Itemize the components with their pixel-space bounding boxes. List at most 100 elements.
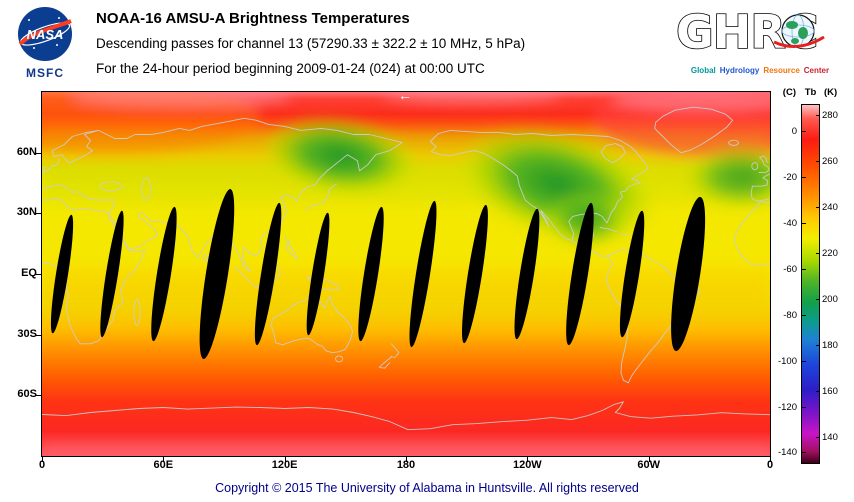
ghrc-logo: GHRC Global Hydrology Resource Center [674, 4, 846, 75]
nasa-swoosh [18, 19, 72, 46]
y-axis-tick [36, 334, 42, 336]
ghrc-red-swoosh [773, 35, 825, 48]
coastline-segment [51, 129, 100, 164]
x-axis-label: 180 [396, 459, 416, 471]
x-axis-tick [527, 457, 529, 462]
ghrc-caption-word: Hydrology [719, 66, 760, 75]
y-axis-tick [36, 152, 42, 154]
coastline-segment [41, 401, 771, 431]
y-axis-label: 30S [17, 327, 37, 340]
coastline-segment [305, 183, 337, 212]
coastline-segment [750, 185, 771, 202]
coastline-segment [429, 129, 637, 154]
colorbar-celsius-label: -80 [783, 309, 797, 321]
colorbar [801, 104, 820, 464]
x-axis-tick [406, 457, 407, 462]
y-axis-tick [36, 213, 42, 215]
colorbar-kelvin-tick [816, 299, 820, 301]
coastline-segment [751, 173, 771, 187]
colorbar-celsius-label: -140 [777, 447, 797, 459]
island-outline [133, 298, 141, 326]
ghrc-wordmark-graphic: GHRC [675, 4, 825, 60]
colorbar-kelvin-tick [816, 115, 820, 117]
colorbar-kelvin-tick [816, 344, 820, 346]
colorbar-kelvin-label: 260 [822, 156, 838, 168]
coastline-segment [41, 198, 110, 215]
coastline-segment [599, 227, 618, 233]
brightness-temperature-map [0, 78, 852, 456]
colorbar-celsius-label: -120 [777, 401, 797, 413]
coastline-segment [734, 201, 771, 266]
x-axis-label: 60W [637, 459, 660, 471]
page-subtitle-channel: Descending passes for channel 13 (57290.… [96, 36, 526, 51]
colorbar-kelvin-label: 160 [822, 385, 838, 397]
orbit-gap [50, 214, 74, 334]
x-axis-label: 60E [153, 459, 174, 471]
nasa-wordmark: NASA [27, 27, 64, 42]
nasa-circle [18, 7, 72, 61]
colorbar-celsius-label: -40 [783, 217, 797, 229]
cursor-artifact: ← [398, 87, 412, 103]
page-title: NOAA-16 AMSU-A Brightness Temperatures [96, 10, 410, 27]
coastline-segment [429, 141, 608, 258]
orbit-gap [514, 208, 540, 340]
colorbar-celsius-tick [802, 131, 806, 133]
orbit-gap [462, 204, 488, 344]
colorbar-unit-celsius: (C) [782, 87, 796, 98]
colorbar-kelvin-label: 180 [822, 339, 838, 351]
orbit-gap [199, 189, 235, 359]
colorbar-kelvin-tick [816, 253, 820, 255]
x-axis-tick [163, 457, 165, 462]
coastline-segment [606, 249, 701, 384]
y-axis-label: 60N [16, 145, 37, 158]
colorbar-kelvin-tick [816, 161, 820, 163]
colorbar-celsius-tick [802, 406, 806, 408]
island-outline [202, 254, 208, 263]
page-subtitle-period: For the 24-hour period beginning 2009-01… [96, 61, 485, 76]
coastline-segment [390, 343, 400, 358]
island-outline [728, 139, 739, 146]
colorbar-unit-kelvin: (K) [824, 87, 838, 98]
island-outline [335, 355, 344, 363]
coastline-segment [654, 106, 734, 154]
ghrc-caption-word: Resource [763, 66, 800, 75]
x-axis-tick [42, 457, 43, 462]
colorbar-celsius-tick [802, 360, 806, 362]
x-axis-label: 120E [271, 459, 298, 471]
island-outline [141, 177, 151, 201]
colorbar-kelvin-label: 220 [822, 248, 838, 260]
coastline-segment [98, 117, 403, 144]
coastline-segment [758, 155, 770, 173]
map-figure [0, 78, 852, 457]
ghrc-globe-icon [773, 14, 825, 48]
orbit-gap [619, 210, 645, 338]
x-axis-tick [648, 457, 650, 462]
x-axis-label: 0 [766, 459, 774, 471]
orbit-gap [566, 202, 594, 346]
colorbar-kelvin-tick [816, 390, 820, 392]
x-axis-label: 120W [512, 459, 542, 471]
nasa-logo: NASA [18, 7, 72, 61]
colorbar-celsius-label: -20 [783, 172, 797, 184]
coastline-segment [41, 166, 46, 171]
colorbar-kelvin-label: 240 [822, 202, 838, 214]
colorbar-celsius-tick [802, 177, 806, 179]
orbit-gap [409, 200, 437, 348]
coastline-segment [108, 200, 158, 250]
orbit-gap [358, 206, 384, 342]
coastline-segment [568, 152, 649, 242]
coastlines [41, 106, 771, 431]
orbit-gap [306, 212, 330, 336]
msfc-label: MSFC [26, 66, 64, 80]
island-outline [99, 181, 123, 192]
coastline-segment [241, 142, 403, 272]
ghrc-caption: Global Hydrology Resource Center [674, 66, 846, 75]
y-axis-label: EQ [21, 267, 37, 279]
orbit-gap [671, 196, 706, 352]
ghrc-caption-word: Global [690, 66, 716, 75]
coastline-segment [41, 158, 60, 175]
colorbar-kelvin-label: 280 [822, 110, 838, 122]
colorbar-kelvin-tick [816, 436, 820, 438]
x-axis-label: 0 [38, 459, 46, 471]
colorbar-kelvin-tick [816, 207, 820, 209]
